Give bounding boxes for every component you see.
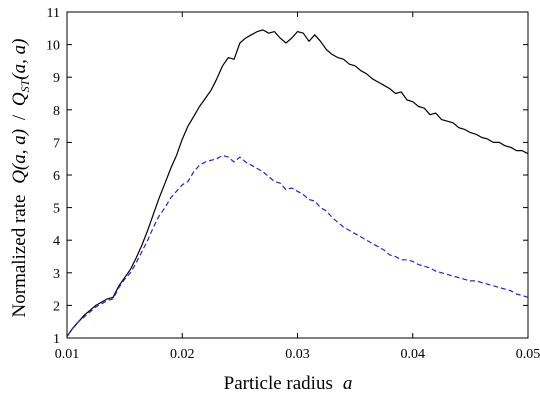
series-line-2 xyxy=(66,154,529,337)
y-tick-label: 7 xyxy=(53,136,60,151)
y-axis-title-divider: / xyxy=(9,114,30,120)
series-layer xyxy=(66,29,529,337)
x-tick-label: 0.03 xyxy=(285,347,310,362)
x-tick-label: 0.01 xyxy=(55,347,80,362)
x-axis-title-symbol: a xyxy=(343,373,353,394)
x-tick-label: 0.04 xyxy=(401,347,426,362)
y-tick-label: 6 xyxy=(53,169,60,184)
y-tick-label: 2 xyxy=(53,299,60,314)
plot-area xyxy=(66,11,529,339)
y-tick-label: 10 xyxy=(46,39,60,54)
y-axis-title-denominator: Q xyxy=(9,92,30,106)
y-axis-title: Normalized rate Q(a, a) / QST(a, a) xyxy=(9,39,32,318)
y-axis-title-args: (a, a) xyxy=(9,39,30,80)
y-axis-title-subscript: ST xyxy=(18,78,32,92)
y-tick-label: 9 xyxy=(53,71,60,86)
y-tick-label: 11 xyxy=(47,6,60,21)
x-tick-label: 0.02 xyxy=(170,347,195,362)
y-axis-title-numerator: Q(a, a) xyxy=(9,129,30,184)
x-axis-ticks: 0.01 0.02 0.03 0.04 0.05 xyxy=(55,12,540,362)
y-tick-label: 3 xyxy=(53,267,60,282)
y-tick-label: 1 xyxy=(53,332,60,347)
y-tick-label: 5 xyxy=(53,202,60,217)
x-axis-title: Particle radius a xyxy=(224,373,353,394)
y-axis-ticks: 1 2 3 4 5 6 7 8 9 10 11 xyxy=(46,6,528,347)
x-axis-title-text: Particle radius xyxy=(224,373,333,394)
y-tick-label: 8 xyxy=(53,104,60,119)
x-tick-label: 0.05 xyxy=(516,347,540,362)
y-tick-label: 4 xyxy=(53,234,60,249)
plot-frame xyxy=(66,11,529,339)
y-axis-title-prefix: Normalized rate xyxy=(9,195,30,318)
series-line-1 xyxy=(66,29,529,337)
